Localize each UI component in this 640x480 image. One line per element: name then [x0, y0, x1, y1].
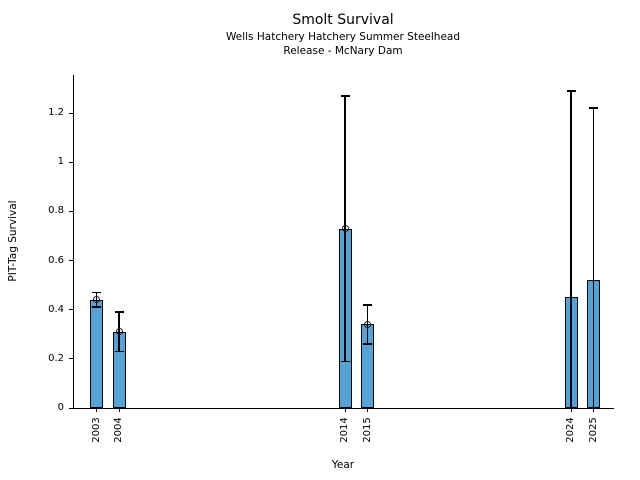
error-cap-high-2015 [363, 304, 373, 306]
chart-title: Smolt Survival [292, 12, 394, 28]
y-tick-1.2 [69, 112, 73, 114]
marker-2003 [93, 296, 101, 304]
y-tick-label-1.2: 1.2 [48, 107, 64, 119]
y-tick-0.4 [69, 309, 73, 311]
y-tick-0.8 [69, 210, 73, 212]
error-bar-2024 [570, 90, 572, 408]
x-tick-label-2004: 2004 [113, 417, 125, 443]
y-tick-label-1: 1 [57, 156, 64, 168]
error-cap-high-2024 [566, 90, 576, 92]
x-tick-label-2014: 2014 [339, 417, 351, 443]
x-tick-2025 [593, 408, 595, 412]
x-tick-2004 [118, 408, 120, 412]
error-cap-low-2014 [340, 360, 350, 363]
x-axis-label: Year [331, 459, 355, 471]
x-tick-2003 [96, 408, 98, 412]
error-cap-high-2014 [340, 95, 350, 97]
x-tick-label-2024: 2024 [565, 417, 577, 443]
x-tick-2015 [367, 408, 369, 412]
error-cap-high-2025 [589, 107, 599, 109]
y-tick-1 [69, 161, 73, 163]
error-cap-low-2004 [114, 350, 124, 353]
title-block: Smolt Survival Wells Hatchery Hatchery S… [73, 11, 613, 58]
error-cap-high-2003 [92, 291, 102, 294]
x-tick-label-2015: 2015 [361, 417, 373, 443]
y-tick-label-0.8: 0.8 [48, 205, 64, 217]
error-cap-high-2004 [114, 311, 124, 313]
x-tick-2024 [570, 408, 572, 412]
y-tick-0 [69, 407, 73, 409]
bar-2003 [90, 299, 104, 408]
marker-2004 [115, 328, 123, 336]
chart-subtitle-2: Release - McNary Dam [283, 45, 403, 57]
x-tick-label-2025: 2025 [587, 417, 599, 443]
y-tick-label-0.6: 0.6 [48, 254, 64, 266]
chart-subtitle-1: Wells Hatchery Hatchery Summer Steelhead [226, 31, 460, 43]
y-axis-label: PIT-Tag Survival [7, 200, 19, 282]
plot-area: 0 0.2 0.4 0.6 0.8 1 1.2 2003 2004 2014 2015 2024 202… [48, 75, 614, 443]
y-tick-0.6 [69, 260, 73, 262]
y-tick-label-0.4: 0.4 [48, 303, 64, 315]
error-cap-low-2015 [363, 343, 373, 345]
y-tick-0.2 [69, 358, 73, 360]
x-tick-label-2003: 2003 [90, 417, 102, 443]
error-bar-2025 [592, 108, 595, 408]
error-cap-low-2003 [92, 306, 102, 308]
x-tick-2014 [344, 408, 346, 412]
y-tick-label-0: 0 [57, 402, 64, 413]
y-tick-label-0.2: 0.2 [48, 352, 64, 364]
marker-2014 [341, 225, 349, 233]
marker-2015 [364, 320, 372, 328]
